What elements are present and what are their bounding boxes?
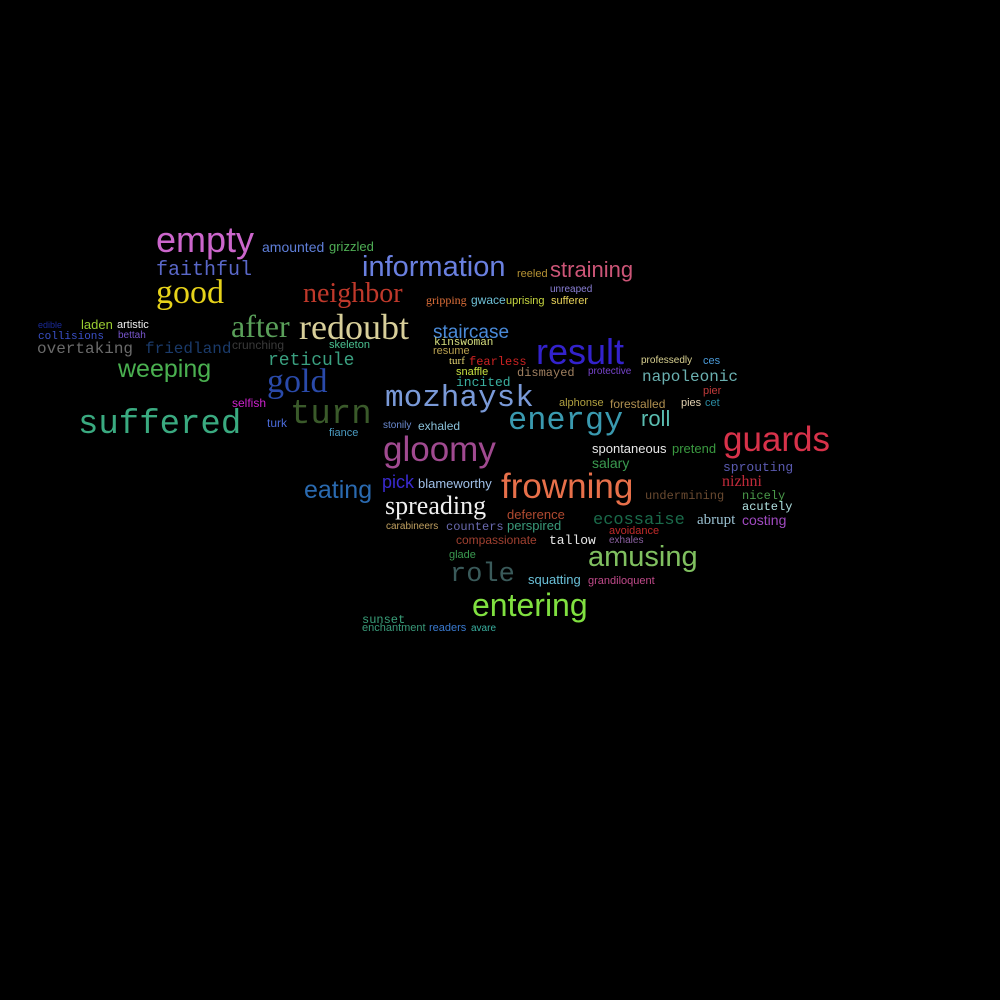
word-undermining: undermining [645, 489, 725, 503]
word-fearless: fearless [469, 355, 527, 369]
word-unreaped: unreaped [550, 284, 593, 295]
word-grizzled: grizzled [329, 239, 374, 254]
word-staircase: staircase [433, 322, 510, 343]
word-pier: pier [703, 385, 722, 397]
word-information: information [362, 251, 506, 283]
word-uprising: uprising [506, 295, 545, 307]
word-nicely: nicely [742, 489, 786, 503]
word-faithful: faithful [156, 259, 253, 282]
word-fiance: fiance [329, 427, 359, 439]
word-redoubt: redoubt [299, 307, 409, 347]
word-alphonse: alphonse [559, 397, 604, 409]
word-exhaled: exhaled [418, 419, 461, 433]
word-grandiloquent: grandiloquent [588, 575, 655, 587]
word-weeping: weeping [118, 355, 212, 383]
word-pick: pick [382, 472, 415, 492]
word-empty: empty [156, 219, 255, 260]
word-avare: avare [471, 623, 497, 634]
word-crunching: crunching [232, 338, 285, 352]
word-abrupt: abrupt [697, 512, 736, 528]
word-acutely: acutely [742, 500, 793, 514]
word-napoleonic: napoleonic [642, 368, 739, 386]
word-amusing: amusing [588, 541, 698, 573]
word-energy: energy [508, 402, 624, 439]
word-good: good [156, 274, 224, 311]
word-turf: turf [449, 355, 465, 367]
word-mozhaysk: mozhaysk [385, 381, 534, 416]
word-turk: turk [267, 416, 288, 430]
word-artistic: artistic [117, 319, 149, 331]
word-spreading: spreading [385, 491, 487, 520]
word-guards: guards [723, 420, 831, 459]
word-carabineers: carabineers [386, 521, 439, 532]
word-eating: eating [304, 476, 373, 504]
word-laden: laden [81, 317, 113, 332]
word-after: after [231, 308, 290, 344]
word-straining: straining [550, 257, 634, 282]
word-ecossaise: ecossaise [593, 511, 685, 530]
word-reticule: reticule [268, 351, 355, 371]
word-dismayed: dismayed [517, 366, 575, 380]
word-sunset: sunset [362, 613, 406, 627]
word-pies: pies [681, 397, 702, 409]
word-suffered: suffered [78, 406, 242, 444]
word-protective: protective [588, 366, 632, 377]
word-gloomy: gloomy [383, 430, 496, 469]
word-collisions: collisions [38, 331, 105, 343]
word-glade: glade [449, 549, 476, 561]
word-pretend: pretend [672, 441, 717, 456]
word-amounted: amounted [262, 239, 325, 255]
word-gwace: gwace [471, 293, 506, 307]
word-stonily: stonily [383, 420, 412, 431]
word-compassionate: compassionate [456, 533, 537, 547]
word-incited: incited [456, 375, 511, 390]
word-nizhni: nizhni [722, 473, 762, 490]
word-skeleton: skeleton [329, 339, 370, 351]
word-gripping: gripping [426, 293, 467, 307]
word-professedly: professedly [641, 355, 693, 366]
word-snaffle: snaffle [456, 366, 489, 378]
word-role: role [450, 560, 515, 590]
word-blameworthy: blameworthy [418, 476, 492, 491]
word-enchantment: enchantment [362, 622, 426, 634]
word-selfish: selfish [232, 396, 267, 410]
word-neighbor: neighbor [303, 278, 403, 309]
word-spontaneous: spontaneous [592, 441, 667, 456]
word-turn: turn [290, 396, 372, 434]
word-tallow: tallow [549, 533, 596, 548]
word-edible: edible [38, 320, 63, 330]
word-exhales: exhales [609, 535, 644, 546]
word-entering: entering [472, 587, 588, 623]
word-costing: costing [742, 512, 787, 528]
word-friedland: friedland [145, 340, 232, 358]
word-sufferer: sufferer [551, 295, 589, 307]
word-resume: resume [433, 345, 470, 357]
word-cet: cet [705, 397, 720, 409]
word-bettah: bettah [118, 330, 146, 341]
word-sprouting: sprouting [723, 460, 794, 475]
word-gold: gold [267, 363, 328, 400]
word-result: result [536, 331, 625, 372]
word-forestalled: forestalled [610, 397, 666, 411]
word-counters: counters [446, 520, 504, 534]
word-salary: salary [592, 455, 630, 471]
word-squatting: squatting [528, 572, 581, 587]
word-overtaking: overtaking [37, 340, 134, 358]
word-deference: deference [507, 507, 565, 522]
word-kinswoman: kinswoman [434, 337, 494, 349]
word-roll: roll [641, 406, 671, 431]
word-frowning: frowning [501, 467, 634, 506]
word-perspired: perspired [507, 518, 562, 533]
word-ces: ces [703, 355, 721, 367]
word-reeled: reeled [517, 268, 548, 280]
word-avoidance: avoidance [609, 525, 660, 537]
word-readers: readers [429, 622, 467, 634]
